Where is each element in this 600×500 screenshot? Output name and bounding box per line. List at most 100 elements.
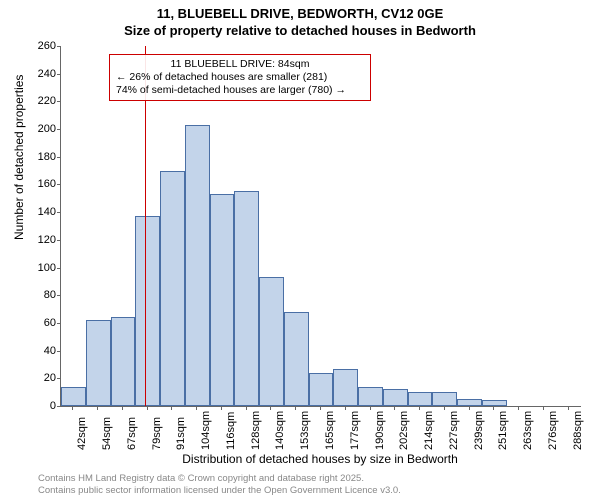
y-tick-label: 40 bbox=[26, 345, 56, 357]
x-tick-label: 104sqm bbox=[200, 411, 212, 450]
x-tick-mark bbox=[444, 406, 445, 410]
y-tick-mark bbox=[57, 323, 61, 324]
x-tick-label: 67sqm bbox=[126, 417, 138, 450]
histogram-bar bbox=[111, 317, 136, 406]
x-tick-mark bbox=[568, 406, 569, 410]
histogram-bar bbox=[160, 171, 185, 406]
y-tick-mark bbox=[57, 268, 61, 269]
histogram-bar bbox=[259, 277, 284, 406]
y-tick-mark bbox=[57, 351, 61, 352]
histogram-bar bbox=[408, 392, 433, 406]
y-tick-label: 260 bbox=[26, 40, 56, 52]
plot-area: 11 BLUEBELL DRIVE: 84sqm← 26% of detache… bbox=[60, 46, 581, 407]
y-tick-mark bbox=[57, 157, 61, 158]
histogram-bar bbox=[358, 387, 383, 406]
x-tick-label: 116sqm bbox=[225, 412, 237, 450]
histogram-bar bbox=[86, 320, 111, 406]
y-tick-label: 20 bbox=[26, 372, 56, 384]
x-tick-mark bbox=[295, 406, 296, 410]
y-tick-mark bbox=[57, 295, 61, 296]
x-tick-mark bbox=[246, 406, 247, 410]
x-tick-mark bbox=[469, 406, 470, 410]
histogram-bar bbox=[309, 373, 334, 406]
y-tick-label: 240 bbox=[26, 68, 56, 80]
y-tick-label: 60 bbox=[26, 317, 56, 329]
x-axis-label: Distribution of detached houses by size … bbox=[60, 452, 580, 466]
x-tick-label: 153sqm bbox=[299, 411, 311, 450]
x-tick-label: 177sqm bbox=[349, 411, 361, 450]
annotation-box: 11 BLUEBELL DRIVE: 84sqm← 26% of detache… bbox=[109, 54, 371, 101]
y-tick-mark bbox=[57, 184, 61, 185]
y-tick-mark bbox=[57, 74, 61, 75]
y-tick-label: 140 bbox=[26, 206, 56, 218]
footer: Contains HM Land Registry data © Crown c… bbox=[38, 473, 401, 496]
x-tick-mark bbox=[122, 406, 123, 410]
x-tick-mark bbox=[221, 406, 222, 410]
x-tick-label: 190sqm bbox=[374, 411, 386, 450]
histogram-bar bbox=[457, 399, 482, 406]
x-tick-label: 128sqm bbox=[250, 411, 262, 450]
x-tick-mark bbox=[419, 406, 420, 410]
annotation-line: 74% of semi-detached houses are larger (… bbox=[116, 84, 364, 97]
x-tick-mark bbox=[72, 406, 73, 410]
y-tick-mark bbox=[57, 212, 61, 213]
footer-line-2: Contains public sector information licen… bbox=[38, 485, 401, 496]
x-tick-label: 79sqm bbox=[151, 417, 163, 450]
y-tick-label: 220 bbox=[26, 95, 56, 107]
y-tick-mark bbox=[57, 240, 61, 241]
histogram-bar bbox=[61, 387, 86, 406]
y-tick-label: 180 bbox=[26, 151, 56, 163]
y-tick-mark bbox=[57, 101, 61, 102]
x-tick-label: 227sqm bbox=[448, 411, 460, 450]
y-tick-label: 120 bbox=[26, 234, 56, 246]
y-tick-label: 160 bbox=[26, 178, 56, 190]
x-tick-label: 140sqm bbox=[274, 411, 286, 450]
x-tick-label: 239sqm bbox=[473, 411, 485, 450]
x-tick-mark bbox=[147, 406, 148, 410]
x-tick-mark bbox=[543, 406, 544, 410]
y-tick-mark bbox=[57, 129, 61, 130]
x-tick-label: 276sqm bbox=[547, 411, 559, 450]
histogram-bar bbox=[135, 216, 160, 406]
y-tick-label: 0 bbox=[26, 400, 56, 412]
y-tick-mark bbox=[57, 378, 61, 379]
annotation-line: ← 26% of detached houses are smaller (28… bbox=[116, 71, 364, 84]
x-tick-mark bbox=[320, 406, 321, 410]
x-tick-mark bbox=[97, 406, 98, 410]
chart-container: 11 BLUEBELL DRIVE: 84sqm← 26% of detache… bbox=[60, 46, 580, 406]
histogram-bar bbox=[333, 369, 358, 406]
y-tick-mark bbox=[57, 406, 61, 407]
y-tick-mark bbox=[57, 46, 61, 47]
chart-title-main: 11, BLUEBELL DRIVE, BEDWORTH, CV12 0GE bbox=[0, 6, 600, 21]
x-tick-mark bbox=[370, 406, 371, 410]
histogram-bar bbox=[234, 191, 259, 406]
y-tick-label: 100 bbox=[26, 262, 56, 274]
histogram-bar bbox=[432, 392, 457, 406]
x-tick-label: 202sqm bbox=[398, 411, 410, 450]
x-tick-label: 42sqm bbox=[76, 417, 88, 450]
histogram-bar bbox=[383, 389, 408, 406]
histogram-bar bbox=[284, 312, 309, 406]
y-tick-label: 80 bbox=[26, 289, 56, 301]
x-tick-label: 91sqm bbox=[175, 417, 187, 450]
histogram-bar bbox=[185, 125, 210, 406]
x-tick-label: 214sqm bbox=[423, 411, 435, 450]
x-tick-label: 263sqm bbox=[522, 411, 534, 450]
histogram-bar bbox=[210, 194, 235, 406]
x-tick-label: 165sqm bbox=[324, 411, 336, 450]
y-axis-label: Number of detached properties bbox=[12, 75, 26, 240]
x-tick-mark bbox=[270, 406, 271, 410]
x-tick-mark bbox=[196, 406, 197, 410]
x-tick-mark bbox=[171, 406, 172, 410]
x-tick-mark bbox=[345, 406, 346, 410]
x-tick-mark bbox=[518, 406, 519, 410]
y-tick-label: 200 bbox=[26, 123, 56, 135]
chart-title-sub: Size of property relative to detached ho… bbox=[0, 23, 600, 38]
footer-line-1: Contains HM Land Registry data © Crown c… bbox=[38, 473, 401, 484]
x-tick-mark bbox=[493, 406, 494, 410]
x-tick-label: 288sqm bbox=[572, 411, 584, 450]
annotation-line: 11 BLUEBELL DRIVE: 84sqm bbox=[116, 58, 364, 71]
x-tick-label: 251sqm bbox=[497, 411, 509, 450]
x-tick-mark bbox=[394, 406, 395, 410]
x-tick-label: 54sqm bbox=[101, 417, 113, 450]
